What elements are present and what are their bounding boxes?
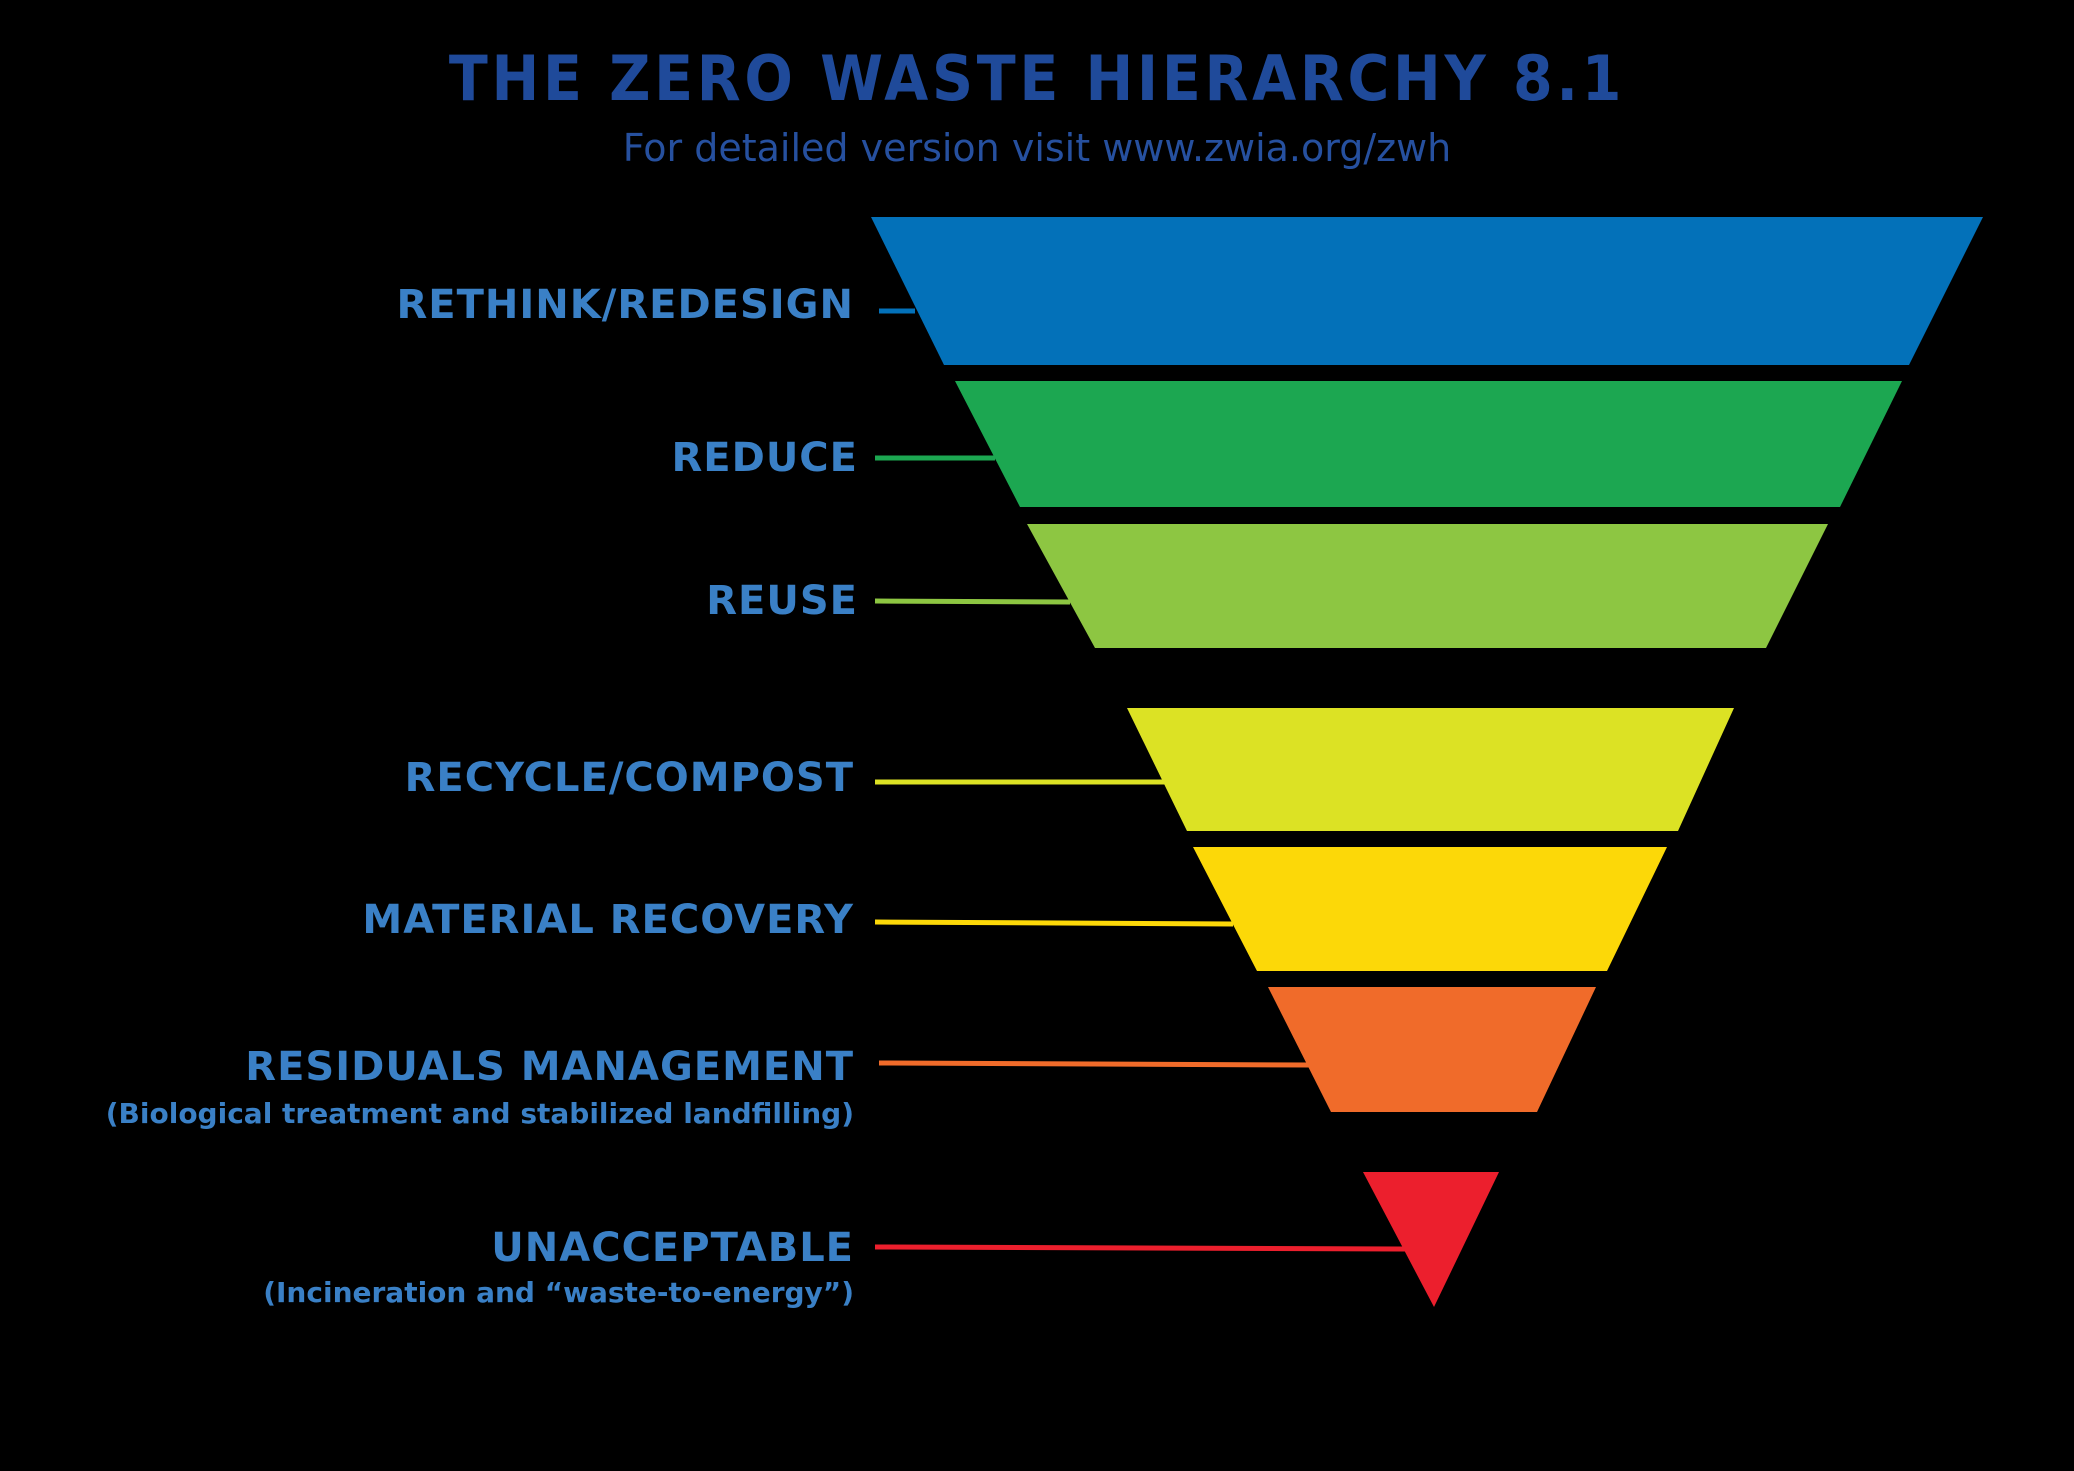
- level-reuse-label: REUSE: [706, 578, 858, 624]
- level-recycle-label: RECYCLE/COMPOST: [404, 755, 854, 801]
- diagram-title: THE ZERO WASTE HIERARCHY 8.1: [448, 42, 1626, 115]
- level-residuals-label: RESIDUALS MANAGEMENT: [245, 1044, 854, 1090]
- level-material-recovery-connector: [874, 919, 1234, 927]
- level-rethink-label: RETHINK/REDESIGN: [396, 282, 854, 328]
- diagram-subtitle: For detailed version visit www.zwia.org/…: [622, 126, 1452, 170]
- level-rethink-band: [871, 217, 1983, 365]
- level-material-recovery-label: MATERIAL RECOVERY: [362, 897, 854, 943]
- level-unacceptable-triangle: [1363, 1172, 1499, 1307]
- level-residuals-sublabel: (Biological treatment and stabilized lan…: [105, 1097, 854, 1130]
- level-reuse-connector: [874, 598, 1071, 605]
- level-material-recovery-band: [1193, 847, 1667, 971]
- level-reduce-band: [955, 381, 1902, 507]
- level-recycle-band: [1127, 708, 1734, 831]
- level-reuse-band: [1027, 524, 1828, 648]
- level-residuals-connector: [878, 1060, 1311, 1068]
- level-unacceptable-label: UNACCEPTABLE: [491, 1225, 854, 1271]
- level-reduce-label: REDUCE: [671, 435, 858, 481]
- level-residuals-band: [1268, 987, 1596, 1112]
- level-unacceptable-connector: [874, 1244, 1406, 1252]
- level-unacceptable-sublabel: (Incineration and “waste-to-energy”): [263, 1276, 854, 1309]
